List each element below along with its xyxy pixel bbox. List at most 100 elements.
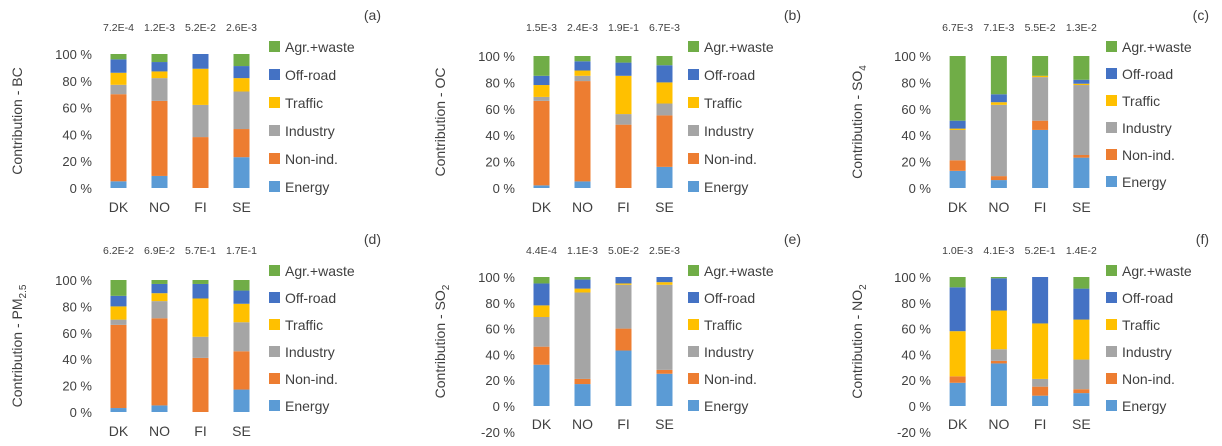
bar-segment (1032, 129, 1049, 188)
y-tick-label: 40 % (62, 352, 92, 367)
bar-segment (110, 72, 127, 85)
legend-label: Traffic (704, 317, 742, 333)
legend-label: Energy (704, 179, 748, 195)
y-tick-label: 20 % (62, 154, 92, 169)
legend-label: Non-ind. (285, 151, 338, 167)
y-tick-label: -20 % (897, 425, 931, 440)
y-tick-label: 40 % (901, 128, 931, 143)
bar-segment (533, 316, 550, 347)
y-tick-label: 100 % (478, 270, 515, 285)
x-category-label: SE (232, 423, 251, 439)
total-value-label: 1.0E-3 (942, 245, 973, 257)
chart-panel: 0 % 20 % 40 % 60 % 80 % 100 % Contribution - S… (849, 7, 1209, 215)
bar-segment (1032, 75, 1049, 78)
bar-segment (533, 96, 550, 101)
bar-segment (233, 91, 250, 130)
total-value-label: 5.2E-2 (185, 22, 216, 34)
x-category-label: SE (232, 199, 251, 215)
bar-segment (990, 94, 1007, 103)
bar-segment (574, 288, 591, 293)
bar-segment (949, 382, 966, 406)
bar-segment (615, 283, 632, 285)
legend-swatch (688, 125, 699, 136)
legend-swatch (269, 319, 280, 330)
total-value-label: 4.1E-3 (983, 245, 1014, 257)
y-tick-label: 0 % (70, 181, 93, 196)
bar-segment (151, 62, 168, 72)
bar-segment (990, 349, 1007, 361)
bar-segment (110, 280, 127, 296)
legend-swatch (1106, 319, 1117, 330)
x-category-label: FI (1034, 416, 1046, 432)
bar-segment (533, 277, 550, 284)
legend-swatch (1106, 176, 1117, 187)
legend-swatch (1106, 292, 1117, 303)
legend-label: Agr.+waste (704, 39, 774, 55)
bar-segment (1073, 288, 1090, 320)
total-value-label: 5.7E-1 (185, 245, 216, 257)
legend-label: Traffic (285, 317, 323, 333)
bar-segment (110, 295, 127, 307)
y-tick-label: -20 % (481, 425, 515, 440)
y-tick-label: 40 % (62, 127, 92, 142)
bar-segment (990, 56, 1007, 95)
bar-segment (151, 175, 168, 188)
bar-segment (1073, 389, 1090, 394)
bar-segment (574, 277, 591, 280)
x-category-label: FI (617, 416, 629, 432)
panel-label: (c) (1193, 7, 1209, 23)
legend-swatch (1106, 373, 1117, 384)
legend-label: Non-ind. (704, 151, 757, 167)
legend-label: Industry (704, 344, 754, 360)
legend-swatch (269, 97, 280, 108)
legend-swatch (688, 373, 699, 384)
bar-segment (574, 75, 591, 82)
bar-segment (192, 68, 209, 105)
bar-segment (615, 75, 632, 115)
bar-segment (233, 54, 250, 67)
bar-segment (233, 78, 250, 92)
chart-panel: 0 % 20 % 40 % 60 % 80 % 100 % Contribution - O… (432, 7, 801, 215)
bar-segment (990, 104, 1007, 177)
y-tick-label: 100 % (55, 47, 92, 62)
legend-swatch (269, 292, 280, 303)
total-value-label: 1.4E-2 (1066, 245, 1097, 257)
bar-segment (1073, 56, 1090, 80)
bar-segment (151, 301, 168, 319)
total-value-label: 1.7E-1 (226, 245, 257, 257)
y-tick-label: 20 % (901, 155, 931, 170)
y-axis-label: Contribution - BC (9, 67, 25, 174)
bar-segment (990, 102, 1007, 105)
y-tick-label: 0 % (493, 399, 516, 414)
total-value-label: 6.2E-2 (103, 245, 134, 257)
bar-segment (533, 56, 550, 76)
total-value-label: 7.2E-4 (103, 22, 134, 34)
legend-label: Agr.+waste (1122, 39, 1192, 55)
bar-segment (1073, 155, 1090, 158)
bar-segment (949, 120, 966, 129)
bar-segment (656, 56, 673, 66)
legend-label: Agr.+waste (285, 263, 355, 279)
bar-segment (1032, 386, 1049, 396)
bar-segment (110, 408, 127, 412)
panel-label: (e) (784, 231, 801, 247)
total-value-label: 1.1E-3 (567, 245, 598, 257)
bar-segment (151, 280, 168, 284)
x-category-label: NO (988, 416, 1009, 432)
total-value-label: 6.7E-3 (649, 22, 680, 34)
legend-label: Off-road (704, 290, 755, 306)
total-value-label: 6.9E-2 (144, 245, 175, 257)
y-tick-label: 60 % (901, 322, 931, 337)
legend-swatch (269, 41, 280, 52)
legend-swatch (269, 153, 280, 164)
chart-panel: 0 % 20 % 40 % 60 % 80 % 100 % Contribution - P… (9, 231, 381, 439)
legend-swatch (269, 125, 280, 136)
legend-swatch (688, 69, 699, 80)
bar-segment (1073, 79, 1090, 84)
legend-swatch (269, 265, 280, 276)
x-category-label: NO (149, 423, 170, 439)
bar-segment (574, 56, 591, 62)
bar-segment (533, 85, 550, 97)
bar-segment (656, 65, 673, 83)
